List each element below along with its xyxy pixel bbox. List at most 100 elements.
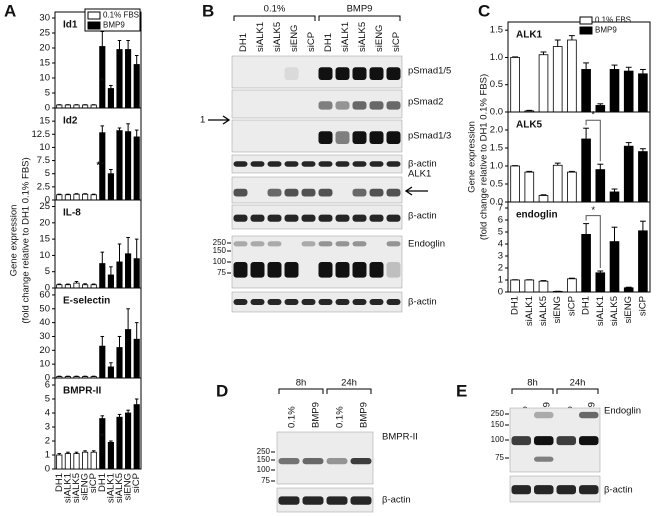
x-tick-label: siCP bbox=[637, 296, 648, 316]
blot-band bbox=[352, 214, 367, 222]
x-tick-label: DH1 bbox=[510, 296, 521, 315]
legend-swatch bbox=[579, 26, 593, 35]
blot-band bbox=[386, 101, 401, 110]
y-axis-label: (fold change relative to DH1 0.1% FBS) bbox=[479, 74, 490, 240]
y-tick-label: 50 bbox=[39, 303, 50, 314]
blot-band bbox=[278, 496, 300, 505]
bar bbox=[595, 105, 606, 113]
y-tick-label: 10 bbox=[39, 73, 50, 84]
bar bbox=[595, 272, 606, 293]
bar bbox=[125, 49, 132, 109]
blot-band bbox=[511, 485, 531, 495]
y-tick-label: 5 bbox=[45, 88, 50, 99]
blot-band bbox=[386, 241, 401, 247]
bar bbox=[99, 263, 106, 289]
blot-band bbox=[335, 241, 350, 247]
blot-band bbox=[284, 262, 299, 278]
blot-band bbox=[326, 458, 348, 465]
blot-band bbox=[318, 262, 333, 278]
blot-band bbox=[579, 485, 599, 495]
lane-label: siALK5 bbox=[272, 22, 283, 52]
subplot-title: ALK5 bbox=[516, 120, 543, 131]
x-tick-label: DH1 bbox=[97, 473, 108, 492]
subplot-title: ALK1 bbox=[516, 30, 543, 41]
panel-letter: A bbox=[4, 1, 16, 20]
blot-band bbox=[250, 299, 265, 305]
bar bbox=[638, 151, 648, 203]
bar bbox=[125, 412, 132, 470]
bar bbox=[125, 253, 132, 289]
blot-band bbox=[352, 188, 367, 197]
panel-letter: B bbox=[202, 1, 214, 20]
bar bbox=[510, 57, 520, 113]
group-label: 24h bbox=[341, 378, 357, 389]
bar bbox=[552, 164, 563, 203]
y-tick-label: 25 bbox=[39, 28, 50, 39]
ladder-label: 100 bbox=[213, 257, 227, 266]
bar bbox=[609, 69, 620, 113]
lane-label: DH1 bbox=[238, 33, 249, 52]
bar bbox=[90, 451, 97, 470]
blot-band bbox=[534, 485, 554, 495]
group-bracket bbox=[278, 388, 324, 394]
bar bbox=[56, 454, 63, 470]
bar bbox=[552, 46, 563, 113]
blot-band bbox=[233, 299, 248, 305]
bar bbox=[581, 233, 591, 293]
y-tick-label: 20 bbox=[39, 217, 50, 228]
y-tick-label: 1.0 bbox=[490, 161, 503, 172]
y-tick-label: 0.0 bbox=[490, 107, 503, 118]
bar bbox=[623, 287, 634, 293]
x-tick-label: siALK5 bbox=[114, 473, 125, 503]
group-bracket bbox=[556, 388, 599, 394]
ladder-label: 150 bbox=[257, 455, 271, 464]
group-label: 24h bbox=[570, 378, 586, 389]
row-label: pSmad1/3 bbox=[408, 131, 451, 142]
row-label: β-actin bbox=[382, 495, 411, 506]
group-bracket bbox=[233, 15, 316, 21]
y-tick-label: 4 bbox=[45, 408, 50, 419]
panel-letter: C bbox=[478, 1, 490, 20]
y-tick-label: 1.0 bbox=[490, 52, 503, 63]
x-tick-label: siALK1 bbox=[62, 473, 73, 503]
blot-band bbox=[318, 67, 333, 80]
bar bbox=[90, 194, 97, 201]
bar bbox=[623, 70, 634, 113]
blot-strip bbox=[231, 154, 403, 174]
blot-band bbox=[284, 67, 299, 80]
row-label: β-actin bbox=[408, 159, 437, 170]
blot-band bbox=[233, 161, 248, 167]
bar bbox=[99, 345, 106, 379]
y-tick-label: 1 bbox=[45, 450, 50, 461]
y-tick-label: 5 bbox=[45, 168, 50, 179]
y-tick-label: 2 bbox=[498, 263, 503, 274]
group-bracket bbox=[318, 15, 401, 21]
blot-band bbox=[318, 161, 333, 167]
blot-band bbox=[318, 299, 333, 305]
x-tick-label: siALK5 bbox=[609, 296, 620, 326]
y-axis-label: Gene expression bbox=[9, 205, 20, 277]
y-tick-label: 3 bbox=[498, 251, 503, 262]
blot-band bbox=[233, 188, 248, 197]
blot-band bbox=[318, 214, 333, 222]
blot-band bbox=[301, 161, 316, 167]
group-bracket bbox=[511, 388, 554, 394]
bar bbox=[116, 49, 123, 109]
x-tick-label: siALK5 bbox=[71, 473, 82, 503]
blot-band bbox=[278, 458, 300, 465]
bar bbox=[64, 194, 71, 201]
ladder-label: 75 bbox=[217, 268, 226, 277]
bar bbox=[116, 347, 123, 379]
legend-label: 0.1% FBS bbox=[103, 11, 139, 20]
y-tick-label: 0 bbox=[45, 103, 50, 114]
ladder-label: 100 bbox=[491, 435, 505, 444]
bar bbox=[538, 195, 549, 203]
plot-frame bbox=[54, 377, 142, 470]
y-tick-label: 0.5 bbox=[490, 179, 503, 190]
bar bbox=[524, 171, 535, 203]
lane-label: siALK5 bbox=[357, 22, 368, 52]
blot-band bbox=[326, 496, 348, 505]
y-tick-label: 1 bbox=[498, 275, 503, 286]
blot-band bbox=[556, 436, 576, 446]
bracket bbox=[585, 215, 601, 268]
